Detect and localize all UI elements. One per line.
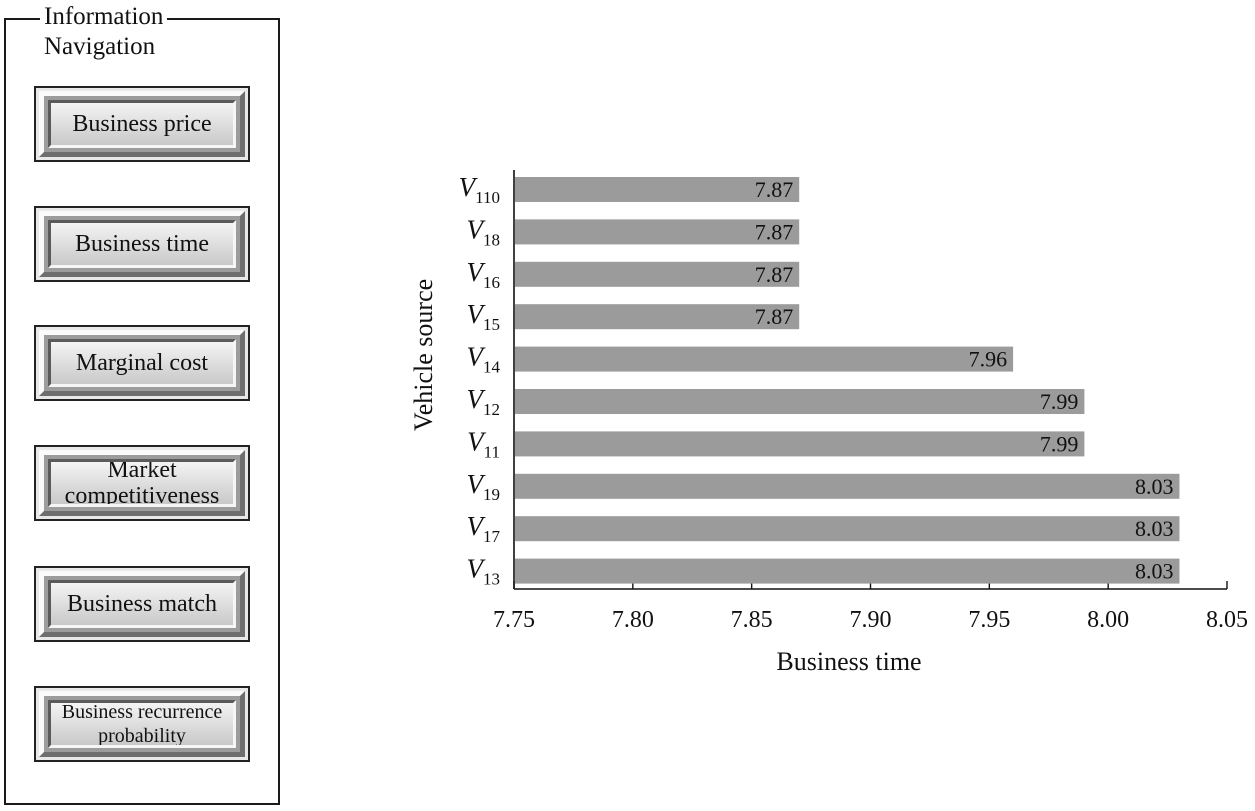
marginal-cost-button[interactable]: Marginal cost [34, 325, 250, 401]
bar [515, 177, 800, 202]
category-label: V15 [467, 299, 501, 334]
bar [515, 304, 800, 330]
business-recurrence-probability-button[interactable]: Business recurrence probability [34, 686, 250, 762]
category-label: V11 [467, 426, 500, 461]
category-label-subscript: 14 [483, 358, 501, 377]
bar [515, 431, 1085, 457]
bar [515, 219, 800, 245]
category-label-base: V [467, 469, 487, 499]
bar [515, 261, 800, 287]
category-label-base: V [467, 384, 487, 414]
category-label: V14 [467, 342, 501, 377]
category-label-base: V [467, 214, 487, 244]
bar-value-label: 7.87 [755, 262, 794, 287]
bar [515, 389, 1085, 414]
category-label-subscript: 12 [483, 400, 500, 419]
x-tick-label: 7.90 [850, 607, 892, 633]
business-price-label: Business price [48, 100, 236, 148]
category-label: V12 [467, 384, 501, 419]
category-label: V18 [467, 214, 501, 249]
bar-value-label: 7.96 [969, 347, 1008, 372]
market-competitiveness-label: Market competitiveness [48, 459, 236, 507]
x-tick-label: 7.95 [968, 607, 1010, 633]
panel-subtitle: Navigation [44, 33, 156, 60]
category-label-subscript: 17 [483, 527, 501, 546]
market-competitiveness-button[interactable]: Market competitiveness [34, 445, 250, 521]
bar-value-label: 8.03 [1135, 516, 1174, 541]
category-label-base: V [467, 426, 487, 456]
x-tick-label: 7.85 [731, 607, 773, 633]
business-time-button[interactable]: Business time [34, 206, 250, 282]
business-time-label: Business time [48, 220, 236, 268]
x-tick-label: 7.80 [612, 607, 654, 633]
bar [515, 516, 1180, 542]
bar-value-label: 7.99 [1040, 389, 1079, 414]
navigation-panel: Information Navigation Business price Bu… [4, 2, 280, 805]
bar-value-label: 7.87 [755, 219, 794, 244]
y-axis-title: Vehicle source [409, 279, 438, 431]
x-tick-label: 8.05 [1206, 607, 1248, 633]
business-match-label: Business match [48, 580, 236, 628]
category-label-base: V [467, 554, 487, 584]
category-label: V110 [459, 172, 500, 207]
bar-value-label: 8.03 [1135, 559, 1174, 584]
business-recurrence-probability-label: Business recurrence probability [48, 700, 236, 748]
category-label-base: V [467, 299, 487, 329]
category-label-subscript: 15 [483, 315, 500, 334]
category-label-subscript: 16 [483, 273, 500, 292]
category-label: V16 [467, 257, 501, 292]
business-price-button[interactable]: Business price [34, 86, 250, 162]
panel-legend: Information [40, 2, 168, 32]
marginal-cost-label: Marginal cost [48, 339, 236, 387]
bar [515, 346, 1014, 372]
category-label-subscript: 11 [484, 442, 500, 461]
bar [515, 558, 1180, 584]
x-tick-label: 7.75 [493, 607, 535, 633]
x-tick-label: 8.00 [1087, 607, 1129, 633]
bar-value-label: 7.99 [1040, 431, 1079, 456]
category-label: V19 [467, 469, 501, 504]
bar-value-label: 8.03 [1135, 474, 1174, 499]
category-label-base: V [467, 342, 487, 372]
x-axis-title: Business time [776, 647, 921, 676]
category-label-subscript: 18 [483, 230, 500, 249]
category-label-base: V [467, 257, 487, 287]
category-label: V17 [467, 511, 501, 546]
bar-value-label: 7.87 [755, 304, 794, 329]
bar-value-label: 7.87 [755, 177, 794, 202]
category-label-subscript: 19 [483, 485, 500, 504]
category-label-base: V [467, 511, 487, 541]
category-label-subscript: 110 [475, 188, 500, 207]
category-label-subscript: 13 [483, 570, 500, 589]
bar [515, 473, 1180, 499]
category-label: V13 [467, 554, 501, 589]
category-label-base: V [459, 172, 479, 202]
business-match-button[interactable]: Business match [34, 566, 250, 642]
